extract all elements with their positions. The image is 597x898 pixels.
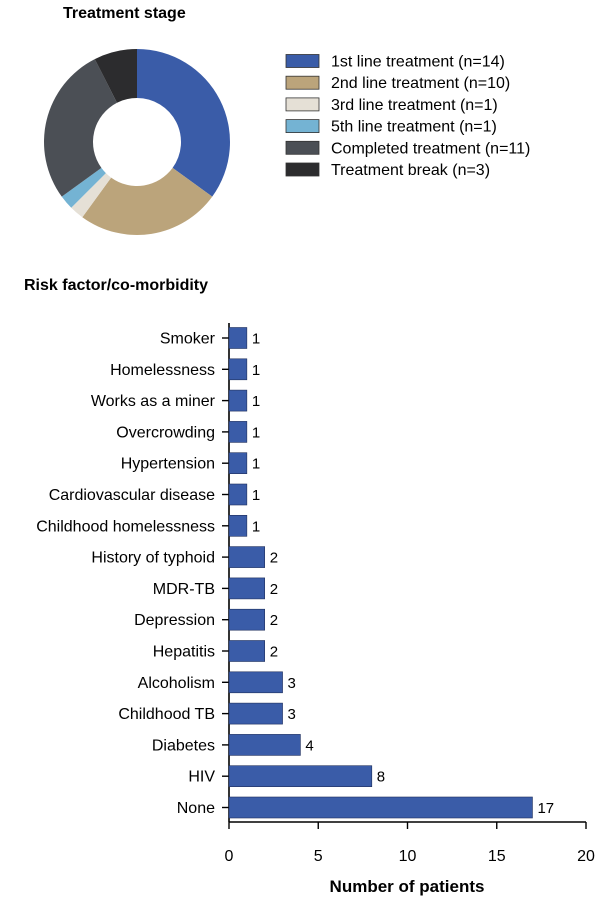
category-label-10: Hepatitis: [153, 644, 215, 661]
pie-slice-4: [44, 59, 118, 197]
bar-value-label-3: 1: [252, 424, 260, 441]
pie-legend: 1st line treatment (n=14) 2nd line treatm…: [285, 54, 530, 179]
legend-label-1: 2nd line treatment (n=10): [331, 75, 510, 92]
legend-swatch-3: [285, 119, 320, 133]
bar-10: [228, 640, 266, 662]
legend-label-3: 5th line treatment (n=1): [331, 119, 497, 136]
bar-9: [228, 608, 266, 631]
bar-12: [228, 702, 283, 725]
bar-value-label-11: 3: [288, 675, 296, 692]
legend-swatch-5: [285, 162, 320, 177]
pie-chart-title: Treatment stage: [63, 5, 186, 22]
bar-value-label-12: 3: [288, 706, 296, 723]
bar-value-label-15: 17: [537, 800, 554, 817]
legend-label-4: Completed treatment (n=11): [331, 140, 530, 157]
bar-value-label-2: 1: [252, 393, 260, 410]
bar-6: [228, 514, 248, 537]
category-label-15: None: [177, 800, 215, 817]
pie-slice-1: [82, 167, 213, 235]
bar-value-label-13: 4: [305, 737, 313, 754]
category-label-14: HIV: [188, 769, 215, 786]
x-axis-label: Number of patients: [330, 877, 485, 896]
legend-swatch-1: [285, 75, 320, 90]
x-tick-label-3: 15: [488, 848, 506, 865]
category-label-1: Homelessness: [110, 362, 215, 379]
x-tick-label-1: 5: [314, 848, 323, 865]
legend-swatch-0: [285, 54, 320, 68]
category-label-12: Childhood TB: [118, 706, 215, 723]
bar-0: [228, 327, 248, 349]
category-label-9: Depression: [134, 612, 215, 629]
bar-value-label-6: 1: [252, 518, 260, 535]
bar-value-label-8: 2: [270, 581, 278, 598]
bar-value-label-14: 8: [377, 769, 385, 786]
bar-8: [228, 577, 266, 600]
category-label-13: Diabetes: [152, 737, 215, 754]
legend-swatch-4: [285, 140, 320, 155]
bar-value-label-9: 2: [270, 612, 278, 629]
legend-label-5: Treatment break (n=3): [331, 162, 490, 179]
bar-chart: 0 5 10 15 20 Smoker 1 Homelessness 1 Works as a m…: [36, 323, 595, 865]
bar-value-label-0: 1: [252, 331, 260, 348]
bar-chart-title: Risk factor/co-morbidity: [24, 277, 208, 294]
category-label-8: MDR-TB: [153, 581, 215, 598]
category-label-0: Smoker: [160, 331, 216, 348]
bar-13: [228, 734, 301, 756]
category-label-7: History of typhoid: [91, 550, 215, 567]
bar-2: [228, 389, 248, 412]
donut-chart: [44, 49, 230, 235]
bar-15: [228, 796, 533, 819]
x-tick-label-4: 20: [577, 848, 595, 865]
category-label-6: Childhood homelessness: [36, 518, 215, 535]
pie-slice-2: [71, 173, 112, 218]
bar-value-label-4: 1: [252, 456, 260, 473]
pie-slice-3: [61, 167, 106, 208]
category-label-4: Hypertension: [121, 456, 215, 473]
category-label-3: Overcrowding: [116, 424, 215, 441]
bar-3: [228, 421, 248, 443]
pie-slice-0: [137, 49, 230, 197]
legend-label-2: 3rd line treatment (n=1): [331, 97, 498, 114]
bar-14: [228, 765, 373, 788]
category-label-5: Cardiovascular disease: [49, 487, 215, 504]
bar-value-label-10: 2: [270, 644, 278, 661]
bar-5: [228, 483, 248, 506]
legend-swatch-2: [285, 97, 320, 112]
bar-value-label-5: 1: [252, 487, 260, 504]
bar-11: [228, 671, 283, 694]
bar-4: [228, 452, 248, 475]
bar-7: [228, 546, 266, 568]
x-tick-label-0: 0: [225, 848, 234, 865]
bar-1: [228, 358, 248, 381]
bar-value-label-7: 2: [270, 550, 278, 567]
bar-value-label-1: 1: [252, 362, 260, 379]
category-label-11: Alcoholism: [138, 675, 215, 692]
legend-label-0: 1st line treatment (n=14): [331, 54, 505, 71]
pie-slice-5: [94, 49, 137, 103]
category-label-2: Works as a miner: [91, 393, 216, 410]
x-tick-label-2: 10: [399, 848, 417, 865]
